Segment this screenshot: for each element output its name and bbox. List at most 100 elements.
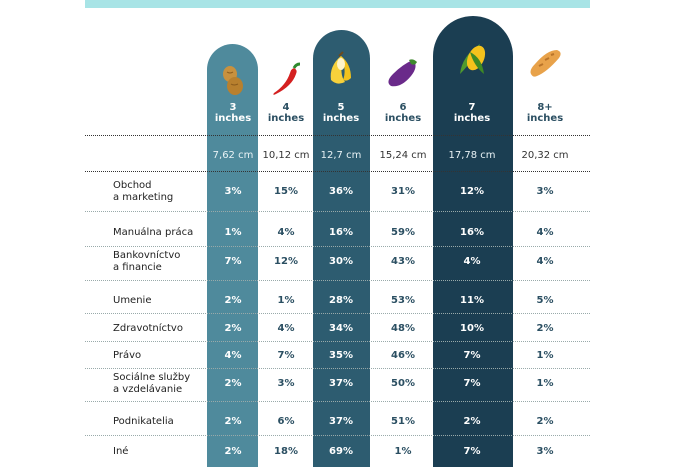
table-cell: 37% [329, 416, 353, 427]
row-label: Sociálne služby a vzdelávanie [113, 372, 191, 395]
table-cell: 3% [224, 186, 242, 197]
table-cell: 16% [460, 227, 484, 238]
row-separator [85, 435, 590, 436]
table-cell: 16% [329, 227, 353, 238]
row-separator [85, 340, 590, 342]
row-label: Zdravotníctvo [113, 323, 183, 334]
column-cm: 7,62 cm [212, 150, 254, 161]
top-banner-strip [85, 0, 590, 8]
column-highlight-5-inches [313, 30, 370, 467]
table-cell: 4% [536, 227, 554, 238]
table-cell: 2% [224, 295, 242, 306]
table-cell: 43% [391, 256, 415, 267]
table-cell: 15% [274, 186, 298, 197]
table-cell: 51% [391, 416, 415, 427]
table-cell: 7% [463, 350, 481, 361]
column-header-1: 4 inches [256, 102, 316, 124]
table-cell: 34% [329, 323, 353, 334]
table-cell: 1% [394, 446, 412, 457]
row-separator [85, 279, 590, 281]
column-cm: 12,7 cm [320, 150, 362, 161]
column-unit: inches [384, 113, 422, 124]
table-cell: 5% [536, 295, 554, 306]
table-cell: 37% [329, 378, 353, 389]
table-cell: 59% [391, 227, 415, 238]
row-separator [85, 401, 590, 402]
table-cell: 1% [536, 350, 554, 361]
table-cell: 12% [274, 256, 298, 267]
table-cell: 3% [536, 446, 554, 457]
column-unit: inches [453, 113, 491, 124]
table-cell: 35% [329, 350, 353, 361]
table-cell: 3% [277, 378, 295, 389]
column-unit: inches [214, 113, 252, 124]
eggplant-icon [383, 52, 423, 92]
table-cell: 3% [536, 186, 554, 197]
table-cell: 12% [460, 186, 484, 197]
table-cell: 1% [224, 227, 242, 238]
column-unit: inches [526, 113, 564, 124]
table-cell: 48% [391, 323, 415, 334]
table-cell: 4% [277, 227, 295, 238]
table-cell: 2% [463, 416, 481, 427]
table-cell: 28% [329, 295, 353, 306]
column-size: 5 [337, 102, 345, 113]
row-separator [85, 313, 590, 314]
table-cell: 7% [224, 256, 242, 267]
column-unit: inches [267, 113, 305, 124]
column-highlight-3-inches [207, 44, 258, 467]
baguette-icon [525, 44, 565, 84]
table-cell: 46% [391, 350, 415, 361]
row-separator [85, 210, 590, 212]
row-label: Obchod a marketing [113, 180, 174, 203]
column-cm: 10,12 cm [262, 150, 310, 161]
row-label: Umenie [113, 295, 152, 306]
table-cell: 2% [536, 323, 554, 334]
column-unit: inches [322, 113, 360, 124]
row-label: Bankovníctvo a financie [113, 250, 181, 273]
table-cell: 11% [460, 295, 484, 306]
column-header-3: 6 inches [373, 102, 433, 124]
column-size: 3 [229, 102, 237, 113]
table-cell: 36% [329, 186, 353, 197]
table-cell: 50% [391, 378, 415, 389]
table-cell: 53% [391, 295, 415, 306]
table-cell: 2% [224, 416, 242, 427]
column-size: 8+ [537, 102, 553, 113]
row-separator [85, 368, 590, 369]
row-label: Iné [113, 446, 129, 457]
divider-line [85, 171, 590, 172]
table-cell: 10% [460, 323, 484, 334]
table-cell: 4% [536, 256, 554, 267]
table-cell: 1% [277, 295, 295, 306]
row-separator [85, 245, 590, 247]
column-highlight-7-inches [433, 16, 513, 467]
table-cell: 2% [224, 446, 242, 457]
table-cell: 4% [224, 350, 242, 361]
table-cell: 2% [224, 323, 242, 334]
column-cm: 15,24 cm [379, 150, 427, 161]
table-cell: 4% [463, 256, 481, 267]
column-header-2: 5 inches [311, 102, 371, 124]
divider-line [85, 135, 590, 136]
table-cell: 2% [536, 416, 554, 427]
banana-icon [321, 50, 361, 90]
table-cell: 6% [277, 416, 295, 427]
column-size: 6 [399, 102, 407, 113]
column-cm: 20,32 cm [521, 150, 569, 161]
table-cell: 69% [329, 446, 353, 457]
column-header-5: 8+ inches [515, 102, 575, 124]
column-cm: 17,78 cm [448, 150, 496, 161]
column-size: 7 [468, 102, 476, 113]
corn-icon [452, 40, 492, 80]
table-cell: 30% [329, 256, 353, 267]
column-size: 4 [282, 102, 290, 113]
table-cell: 7% [277, 350, 295, 361]
table-cell: 7% [463, 378, 481, 389]
table-cell: 1% [536, 378, 554, 389]
table-cell: 7% [463, 446, 481, 457]
chili-pepper-icon [266, 60, 306, 100]
row-label: Manuálna práca [113, 227, 194, 238]
peanut-icon [213, 60, 253, 100]
row-label: Právo [113, 350, 142, 361]
